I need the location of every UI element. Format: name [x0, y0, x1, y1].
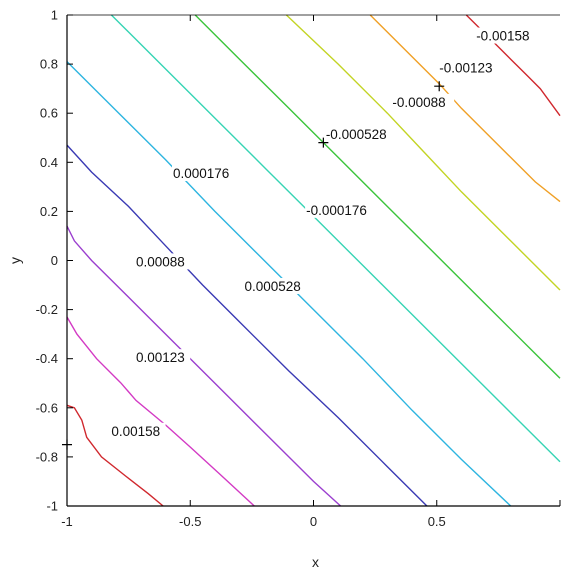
markers [62, 81, 445, 450]
contour-line-6 [194, 14, 561, 379]
contour-level-labels: 0.00158 0.00123 0.00088 0.000528 0.000176 -0.… [110, 27, 538, 439]
y-tick-label-7: 0.4 [40, 155, 58, 170]
level-label-0: 0.00158 [111, 424, 160, 439]
contour-line-0 [66, 404, 164, 507]
level-label-2: 0.00088 [136, 254, 185, 269]
contour-line-1 [66, 316, 255, 507]
level-label-bg-9 [475, 27, 538, 44]
plus-marker-2 [62, 439, 72, 450]
contour-line-3 [66, 144, 428, 507]
level-label-bg-3 [243, 277, 307, 294]
y-tick-label-8: 0.6 [40, 106, 58, 121]
x-axis-title: x [312, 554, 319, 570]
x-tick-label-3: 0.5 [428, 514, 446, 529]
level-label-1: 0.00123 [136, 350, 185, 365]
y-tick-label-2: -0.6 [36, 400, 58, 415]
contour-line-2 [66, 225, 342, 507]
level-label-bg-5 [305, 201, 376, 218]
y-tick-label-9: 0.8 [40, 57, 58, 72]
y-tick-label-3: -0.4 [36, 351, 58, 366]
y-tick-label-6: 0.2 [40, 204, 58, 219]
x-tick-label-2: 0 [310, 514, 317, 529]
axes: -1 -0.5 0 0.5 -1 -0.8 -0.6 -0.4 -0.2 0 0.2 0.4 0.6 0.… [36, 8, 561, 529]
y-tick-label-0: -1 [46, 499, 58, 514]
level-label-bg-6 [324, 125, 396, 142]
x-tick-label-1: -0.5 [179, 514, 201, 529]
level-label-4: 0.000176 [173, 166, 229, 181]
level-label-bg-4 [171, 165, 235, 182]
y-tick-label-5: 0 [51, 253, 58, 268]
level-label-bg-1 [135, 349, 191, 366]
y-axis-title: y [7, 257, 23, 264]
level-label-bg-8 [438, 59, 502, 76]
level-label-5: -0.000176 [306, 203, 367, 218]
contour-line-5 [110, 14, 561, 463]
plus-marker-0 [318, 137, 329, 148]
contour-line-8 [369, 14, 561, 203]
level-label-8: -0.00123 [439, 60, 492, 75]
y-tick-label-4: -0.2 [36, 302, 58, 317]
level-label-bg-7 [391, 93, 455, 110]
level-label-9: -0.00158 [476, 29, 529, 44]
level-label-3: 0.000528 [244, 279, 300, 294]
level-label-6: -0.000528 [326, 127, 387, 142]
level-label-7: -0.00088 [392, 95, 445, 110]
x-tick-label-0: -1 [61, 514, 73, 529]
level-label-bg-2 [135, 253, 191, 270]
plus-marker-1 [434, 81, 445, 92]
level-label-bg-0 [110, 422, 166, 439]
y-tick-label-10: 1 [51, 8, 58, 23]
contour-line-7 [285, 14, 561, 291]
y-tick-label-1: -0.8 [36, 449, 58, 464]
